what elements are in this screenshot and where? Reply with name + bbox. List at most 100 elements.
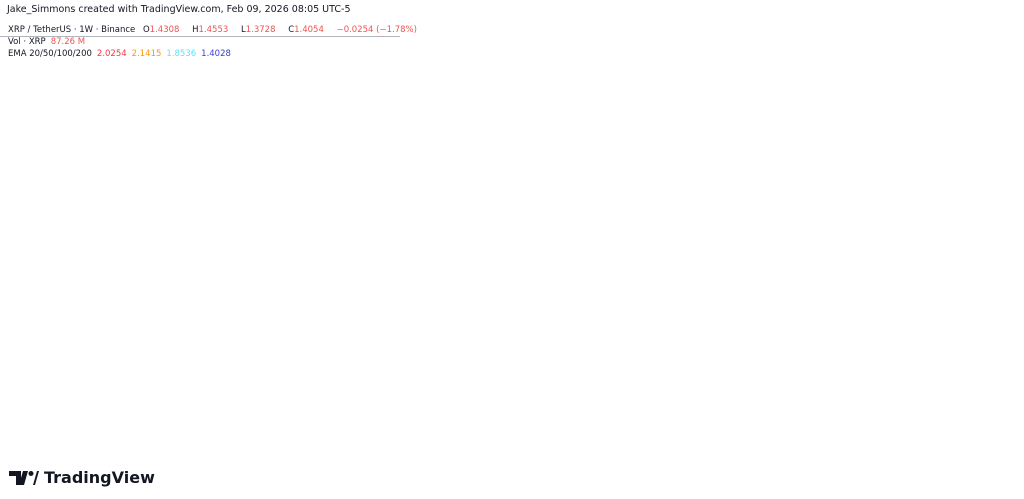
candle-body [720, 68, 725, 77]
candle-body [769, 122, 775, 131]
volume-bar [36, 325, 42, 385]
ema50-value: 2.1415 [131, 49, 162, 59]
ema20-line [7, 82, 840, 327]
candle-body [640, 105, 645, 116]
volume-bar [375, 348, 380, 385]
volume-bar [442, 320, 448, 385]
candle-body [165, 317, 171, 321]
open-value: 1.4308 [149, 25, 180, 35]
volume-bar [381, 351, 387, 385]
trendline[interactable] [7, 235, 458, 313]
candle-body [824, 142, 830, 165]
time-tick-label: Mar [850, 444, 866, 453]
volume-bar [128, 346, 134, 385]
candle-body [313, 325, 319, 354]
change-value: −0.0254 (−1.78%) [336, 25, 417, 35]
time-tick-label: Mar [207, 444, 223, 453]
volume-bar [307, 340, 313, 385]
price-tick-label: 0.3900 [985, 364, 1013, 373]
volume-bar [245, 335, 251, 385]
candle-body [486, 96, 491, 103]
candle-body [5, 269, 11, 338]
candle-body [178, 325, 183, 332]
candle-body [233, 297, 239, 308]
candle-body [42, 328, 48, 332]
grid [0, 30, 978, 437]
time-axis[interactable]: Sep Nov 2024 Mar May Jul Sep Nov 2025 Mar May Jul Se… [0, 436, 978, 453]
candle-body [597, 93, 602, 97]
rsi-tick-label: 80.00 [985, 394, 1008, 403]
low-label: L [240, 25, 246, 35]
candle-body [67, 337, 72, 341]
volume-bar [553, 353, 559, 385]
volume-bar [190, 340, 196, 385]
volume-bar [79, 348, 85, 385]
volume-bar [781, 372, 787, 385]
time-tick-label: Nov [744, 444, 760, 453]
candle-body [763, 126, 768, 131]
volume-bar [744, 366, 750, 385]
candle-body [85, 328, 91, 338]
volume-bar [159, 338, 165, 385]
volume-bar [276, 348, 282, 385]
volume-bar [812, 369, 818, 385]
close-label: C [288, 25, 295, 35]
time-tick-label: Jul [638, 444, 649, 453]
volume-bars [5, 307, 842, 385]
volume-bar [775, 369, 781, 385]
candle-body [504, 63, 510, 88]
ema-label: EMA 20/50/100/200 [8, 49, 92, 59]
volume-bar [603, 364, 608, 385]
candle-body [11, 269, 17, 274]
fib-retracement[interactable]: 0 (3.6600) 0.236 (2.8637) 0.382 (2.3711) 0.… [8, 33, 915, 234]
candle-body [116, 299, 122, 303]
volume-bar [233, 322, 239, 385]
time-tick-label: Nov [101, 444, 117, 453]
volume-bar [252, 322, 257, 385]
volume-bar [541, 353, 547, 385]
candle-body [670, 73, 676, 80]
candle-body [603, 93, 608, 100]
candle-body [141, 299, 146, 303]
volume-bar [572, 359, 578, 385]
candle-body [547, 102, 553, 116]
price-axis[interactable]: 3.4000 2.8000 2.4000 2.0000 1.7000 1.2000 1.00… [977, 14, 1013, 437]
volume-bar [510, 356, 516, 385]
volume-bar [750, 369, 756, 385]
volume-bar [369, 351, 374, 385]
volume-bar [153, 340, 159, 385]
candle-body [190, 317, 196, 326]
volume-bar [227, 312, 233, 385]
candle-body [332, 299, 337, 305]
volume-bar [362, 348, 368, 385]
rsi-pane[interactable]: 80.00 40.00 [7, 392, 1008, 439]
candle-body [689, 84, 695, 91]
candle-body [707, 66, 713, 68]
volume-bar [566, 361, 571, 385]
volume-bar [387, 340, 393, 385]
candle-body [714, 66, 719, 77]
volume-bar [646, 346, 652, 385]
tradingview-logo[interactable]: TradingView [9, 468, 155, 487]
volume-bar [492, 348, 498, 385]
price-tick-label: 1.7000 [985, 146, 1013, 155]
candle-body [677, 73, 682, 82]
candle-body [326, 299, 331, 305]
candle-body [658, 45, 664, 62]
candle-body [221, 299, 226, 305]
candle-body [295, 337, 300, 341]
volume-bar [73, 348, 79, 385]
volume-value: 87.26 M [50, 37, 86, 47]
volume-bar [615, 369, 621, 385]
volume-legend[interactable]: Vol · XRP 87.26 M [8, 36, 422, 48]
candle-body [282, 325, 288, 332]
candle-body [319, 304, 325, 326]
candle-body [781, 130, 787, 138]
volume-bar [529, 346, 534, 385]
symbol-ohlc-row[interactable]: XRP / TetherUS · 1W · Binance O1.4308 H1… [8, 24, 422, 36]
volume-bar [787, 372, 793, 385]
ema-legend[interactable]: EMA 20/50/100/200 2.0254 2.1415 1.8536 1.402… [8, 48, 422, 60]
last-price: 1.4054 [984, 172, 1012, 181]
support-zone-rect [451, 120, 847, 128]
